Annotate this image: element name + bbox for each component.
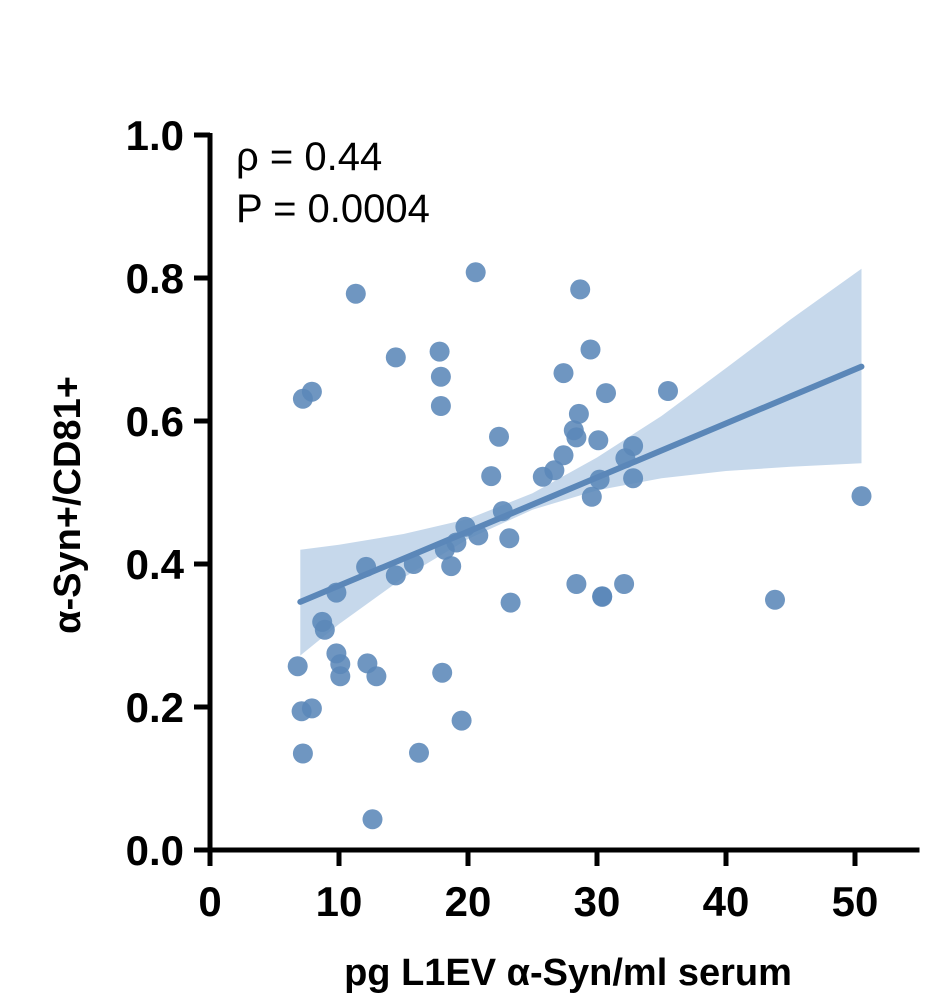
regression-line <box>297 363 865 605</box>
data-point <box>765 589 785 610</box>
data-point <box>568 403 589 424</box>
y-axis-title: α-Syn+/CD81+ <box>47 376 89 634</box>
data-point <box>356 556 377 577</box>
data-point <box>566 574 587 594</box>
data-point <box>385 347 406 368</box>
axes-layer: 0.0 0.2 0.4 0.6 0.8 1.0 0 10 20 30 40 50 <box>126 112 920 925</box>
data-point <box>362 809 383 830</box>
data-point <box>489 426 509 447</box>
data-point <box>357 653 378 674</box>
data-point <box>468 525 489 546</box>
regression-line-layer <box>297 363 865 605</box>
y-tick-label: 0.6 <box>126 398 184 445</box>
data-point-layer <box>287 262 872 830</box>
data-point <box>500 592 521 613</box>
y-tick-label: 0.2 <box>126 684 184 731</box>
confidence-band <box>300 268 862 656</box>
data-point <box>623 468 644 489</box>
y-tick-label: 0.0 <box>126 827 184 874</box>
confidence-band-layer <box>300 268 862 656</box>
data-point <box>326 643 347 664</box>
data-point <box>312 611 333 632</box>
data-point <box>432 662 453 683</box>
data-point <box>658 381 678 401</box>
data-point <box>292 743 313 764</box>
data-point <box>588 430 609 451</box>
data-point <box>553 445 574 466</box>
data-point <box>614 574 635 594</box>
x-tick-label: 40 <box>703 878 750 925</box>
data-point <box>851 486 872 507</box>
data-point <box>465 262 486 283</box>
data-point <box>623 436 644 456</box>
data-point <box>330 666 351 687</box>
data-point <box>481 466 502 487</box>
rho-annotation: ρ = 0.44 <box>236 135 382 179</box>
data-point <box>544 460 565 481</box>
data-point <box>385 565 406 586</box>
text-layer: ρ = 0.44 P = 0.0004 pg L1EV α-Syn/ml ser… <box>47 135 792 994</box>
x-tick-label: 10 <box>316 878 363 925</box>
data-point <box>570 279 591 300</box>
data-point <box>301 381 322 402</box>
data-point <box>430 396 451 416</box>
data-point <box>566 427 587 448</box>
data-point <box>451 710 472 731</box>
y-tick-label: 0.4 <box>126 541 185 588</box>
data-point <box>326 582 347 603</box>
data-point <box>403 554 424 574</box>
y-tick-label: 1.0 <box>126 112 184 159</box>
data-point <box>409 742 429 763</box>
data-point <box>589 469 610 490</box>
data-point <box>492 501 513 522</box>
data-point <box>592 586 613 607</box>
data-point <box>580 339 601 360</box>
data-point <box>429 341 450 362</box>
data-point <box>553 363 574 384</box>
data-point <box>596 383 616 404</box>
data-point <box>581 486 602 507</box>
data-point <box>291 701 312 722</box>
data-point <box>430 366 451 387</box>
data-point <box>287 656 308 677</box>
p-value-annotation: P = 0.0004 <box>236 187 430 231</box>
x-tick-label: 20 <box>445 878 492 925</box>
data-point <box>446 532 467 553</box>
data-point <box>441 556 462 577</box>
x-tick-label: 30 <box>574 878 621 925</box>
data-point <box>345 283 366 304</box>
x-tick-label: 50 <box>832 878 879 925</box>
x-axis-title: pg L1EV α-Syn/ml serum <box>344 952 792 994</box>
y-tick-label: 0.8 <box>126 255 184 302</box>
data-point <box>499 528 520 549</box>
x-tick-label: 0 <box>198 878 221 925</box>
